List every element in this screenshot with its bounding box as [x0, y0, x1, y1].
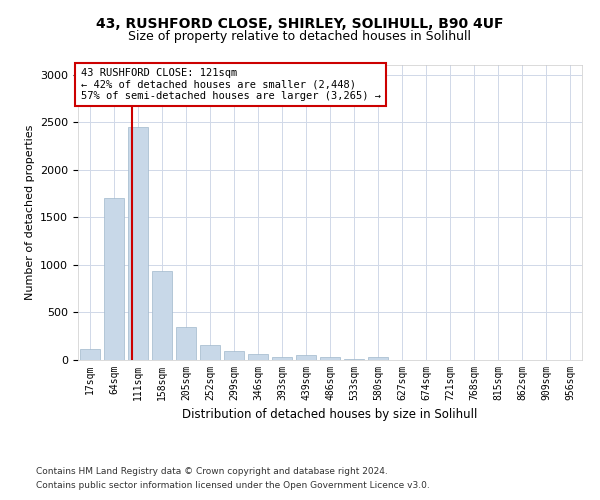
Bar [152, 270, 172, 360]
Bar [272, 357, 292, 360]
Bar [248, 354, 268, 360]
Text: 43 RUSHFORD CLOSE: 121sqm
← 42% of detached houses are smaller (2,448)
57% of se: 43 RUSHFORD CLOSE: 121sqm ← 42% of detac… [80, 68, 380, 101]
Bar [200, 345, 220, 360]
Bar [176, 326, 196, 360]
Text: Size of property relative to detached houses in Solihull: Size of property relative to detached ho… [128, 30, 472, 43]
Text: Contains public sector information licensed under the Open Government Licence v3: Contains public sector information licen… [36, 481, 430, 490]
Bar [320, 357, 340, 360]
Bar [344, 359, 364, 360]
Y-axis label: Number of detached properties: Number of detached properties [25, 125, 35, 300]
Bar [80, 348, 100, 360]
Bar [224, 352, 244, 360]
Bar [368, 356, 388, 360]
X-axis label: Distribution of detached houses by size in Solihull: Distribution of detached houses by size … [182, 408, 478, 422]
Bar [296, 355, 316, 360]
Text: Contains HM Land Registry data © Crown copyright and database right 2024.: Contains HM Land Registry data © Crown c… [36, 467, 388, 476]
Text: 43, RUSHFORD CLOSE, SHIRLEY, SOLIHULL, B90 4UF: 43, RUSHFORD CLOSE, SHIRLEY, SOLIHULL, B… [96, 18, 504, 32]
Bar [128, 127, 148, 360]
Bar [104, 198, 124, 360]
